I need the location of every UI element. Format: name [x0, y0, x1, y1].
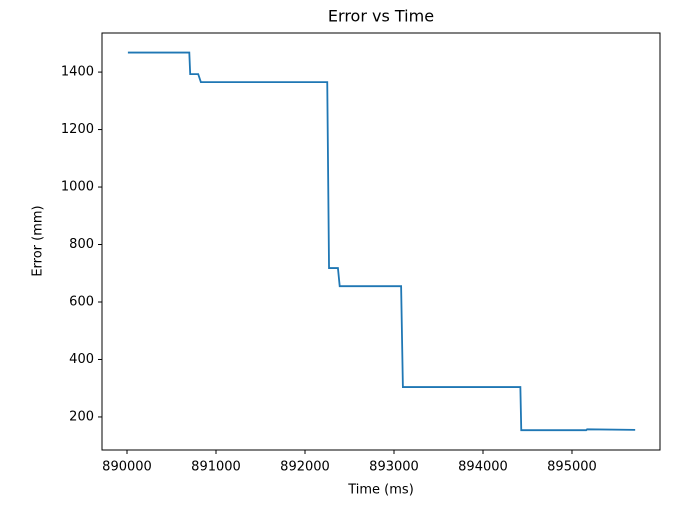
x-tick-label: 891000 [191, 460, 241, 475]
x-axis-label: Time (ms) [347, 483, 414, 498]
x-tick-label: 893000 [369, 460, 419, 475]
data-line [127, 51, 636, 432]
y-tick-label: 600 [69, 294, 94, 309]
y-tick-label: 400 [69, 352, 94, 367]
chart-title: Error vs Time [328, 7, 434, 26]
y-tick-label: 1000 [61, 180, 94, 195]
y-tick-label: 1200 [61, 122, 94, 137]
x-tick-label: 892000 [280, 460, 330, 475]
y-axis-label: Error (mm) [31, 205, 46, 276]
x-tick-label: 895000 [547, 460, 597, 475]
y-tick-label: 800 [69, 237, 94, 252]
y-tick-label: 200 [69, 409, 94, 424]
x-tick-label: 890000 [102, 460, 152, 475]
x-tick-label: 894000 [458, 460, 508, 475]
y-tick-label: 1400 [61, 65, 94, 80]
plot-frame [101, 32, 661, 451]
